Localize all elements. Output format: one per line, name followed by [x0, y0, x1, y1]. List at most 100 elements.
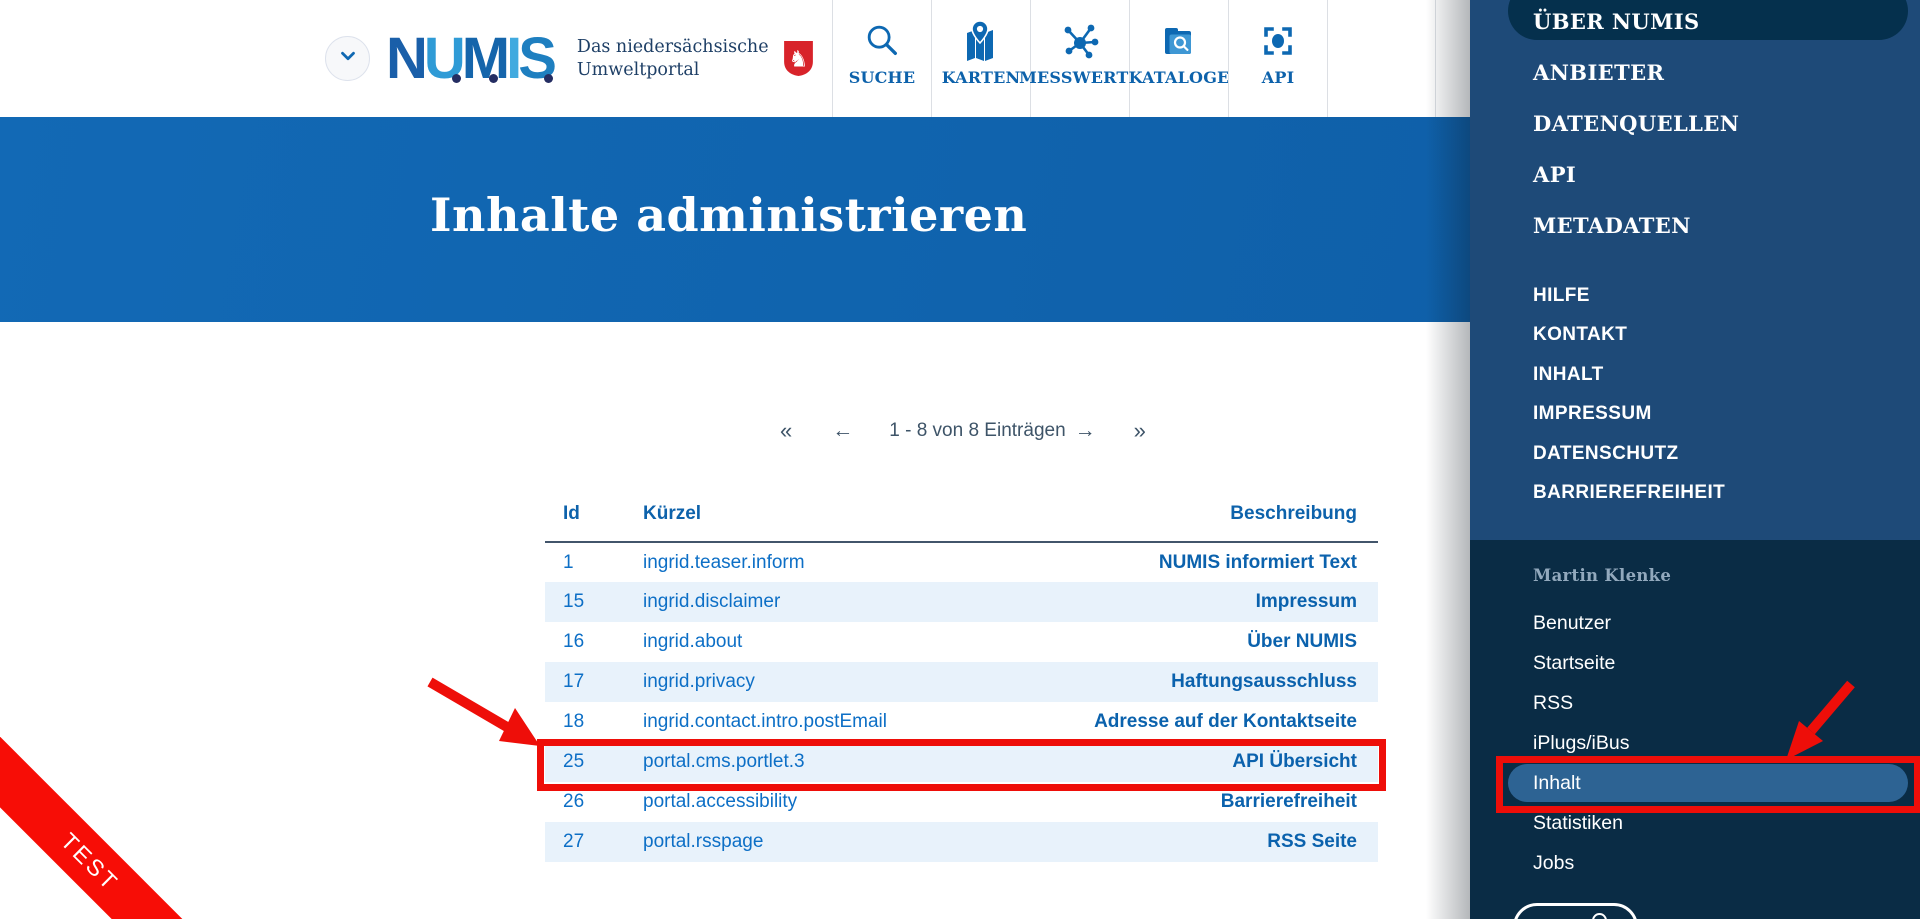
- menu-item-label: iPlugs/iBus: [1533, 731, 1630, 754]
- cell-beschreibung: Über NUMIS: [1247, 631, 1357, 652]
- sidebar-item-hilfe[interactable]: HILFE: [1470, 276, 1920, 316]
- sidebar-item-datenquellen[interactable]: DATENQUELLEN: [1470, 98, 1920, 149]
- user-name: Martin Klenke: [1533, 566, 1672, 585]
- kuerzel-link[interactable]: portal.accessibility: [643, 791, 798, 812]
- cell-id: 27: [563, 831, 585, 852]
- column-header-id: Id: [545, 487, 643, 543]
- cell-kuerzel: ingrid.about: [643, 622, 1083, 662]
- nav-item-kataloge[interactable]: KATALOGE: [1129, 0, 1229, 117]
- cell-kuerzel: ingrid.contact.intro.postEmail: [643, 702, 1083, 742]
- sidebar-item-inhalt[interactable]: INHALT: [1470, 355, 1920, 395]
- sidebar-item-barrierefreiheit[interactable]: BARRIEREFREIHEIT: [1470, 474, 1920, 514]
- page-title: Inhalte administrieren: [430, 187, 1028, 242]
- menu-item-label: Jobs: [1533, 851, 1575, 874]
- pagination-label: 1 - 8 von 8 Einträgen: [889, 420, 1066, 441]
- table-row[interactable]: 17 ingrid.privacy Haftungsausschluss: [545, 662, 1378, 702]
- kuerzel-link[interactable]: ingrid.contact.intro.postEmail: [643, 711, 887, 732]
- cell-id: 18: [563, 711, 585, 732]
- table-row-highlighted[interactable]: 25 portal.cms.portlet.3 API Übersicht: [545, 742, 1378, 782]
- sidebar-item-impressum[interactable]: IMPRESSUM: [1470, 395, 1920, 435]
- sidebar-secondary-menu: HILFE KONTAKT INHALT IMPRESSUM DATENSCHUTZ BA…: [1470, 276, 1920, 513]
- main-nav: SUCHE KARTEN MESSWERTE KATALOGE API: [832, 0, 1436, 117]
- menu-item-label: IMPRESSUM: [1533, 403, 1652, 425]
- sidebar-user-item-statistiken[interactable]: Statistiken: [1470, 803, 1920, 843]
- sidebar: ÜBER NUMIS ANBIETER DATENQUELLEN API METADAT…: [1470, 0, 1920, 919]
- nav-item-messwerte[interactable]: MESSWERTE: [1019, 0, 1141, 117]
- sidebar-user-section: Martin Klenke Benutzer Startseite RSS iPlug…: [1470, 540, 1920, 919]
- column-header-beschreibung: Beschreibung: [1083, 487, 1378, 543]
- pagination-last-button[interactable]: »: [1133, 418, 1146, 443]
- kuerzel-link[interactable]: ingrid.about: [643, 631, 743, 652]
- sidebar-user-item-inhalt[interactable]: Inhalt: [1470, 763, 1920, 803]
- nav-item-karten[interactable]: KARTEN: [931, 0, 1030, 117]
- table-row[interactable]: 26 portal.accessibility Barrierefreiheit: [545, 782, 1378, 822]
- nav-item-api[interactable]: API: [1228, 0, 1327, 117]
- search-icon: [863, 21, 901, 61]
- cell-id: 25: [563, 751, 585, 772]
- kuerzel-link[interactable]: portal.rsspage: [643, 831, 764, 852]
- pagination-prev-button[interactable]: ←: [832, 419, 854, 442]
- nav-spacer: [1327, 0, 1436, 117]
- sidebar-item-metadaten[interactable]: METADATEN: [1470, 200, 1920, 251]
- sidebar-user-item-jobs[interactable]: Jobs: [1470, 843, 1920, 883]
- menu-item-label: Statistiken: [1533, 811, 1623, 834]
- cell-beschreibung: Barrierefreiheit: [1220, 791, 1357, 812]
- sidebar-user-item-benutzer[interactable]: Benutzer: [1470, 603, 1920, 643]
- content-table: Id Kürzel Beschreibung 1 ingrid.teaser.in…: [545, 487, 1378, 862]
- sidebar-item-api[interactable]: API: [1470, 149, 1920, 200]
- cell-kuerzel: ingrid.privacy: [643, 662, 1083, 702]
- table-row[interactable]: 1 ingrid.teaser.inform NUMIS informiert Te…: [545, 542, 1378, 582]
- cell-kuerzel: ingrid.disclaimer: [643, 582, 1083, 622]
- cell-id: 26: [563, 791, 585, 812]
- menu-item-label: BARRIEREFREIHEIT: [1533, 482, 1726, 504]
- menu-item-label: DATENQUELLEN: [1533, 111, 1740, 136]
- kuerzel-link[interactable]: ingrid.privacy: [643, 671, 755, 692]
- sidebar-item-ber-numis[interactable]: ÜBER NUMIS: [1470, 0, 1920, 47]
- pagination: « ← 1 - 8 von 8 Einträgen → »: [780, 418, 1146, 444]
- header-expand-button[interactable]: [325, 36, 370, 81]
- cell-kuerzel: portal.accessibility: [643, 782, 1083, 822]
- menu-item-label: KONTAKT: [1533, 324, 1628, 346]
- table-row[interactable]: 15 ingrid.disclaimer Impressum: [545, 582, 1378, 622]
- sidebar-user-item-startseite[interactable]: Startseite: [1470, 643, 1920, 683]
- logo-letter: I: [506, 25, 522, 91]
- sidebar-user-item-iplugs-ibus[interactable]: iPlugs/iBus: [1470, 723, 1920, 763]
- kuerzel-link[interactable]: ingrid.teaser.inform: [643, 551, 805, 573]
- table-row[interactable]: 18 ingrid.contact.intro.postEmail Adresse …: [545, 702, 1378, 742]
- sidebar-bottom-button[interactable]: [1513, 903, 1638, 919]
- logo-letter: N: [386, 25, 428, 91]
- sidebar-active-pill: [1508, 0, 1908, 40]
- nav-label: API: [1261, 68, 1295, 87]
- nav-label: KARTEN: [941, 68, 1021, 87]
- menu-item-label: HILFE: [1533, 284, 1590, 306]
- sidebar-item-datenschutz[interactable]: DATENSCHUTZ: [1470, 434, 1920, 474]
- kuerzel-link[interactable]: ingrid.disclaimer: [643, 591, 781, 612]
- lower-saxony-crest-icon: ♞: [783, 40, 814, 77]
- sidebar-primary-menu: ÜBER NUMIS ANBIETER DATENQUELLEN API METADAT…: [1470, 0, 1920, 251]
- cell-kuerzel: ingrid.teaser.inform: [643, 542, 1083, 582]
- sidebar-upper: ÜBER NUMIS ANBIETER DATENQUELLEN API METADAT…: [1470, 0, 1920, 536]
- measurement-network-icon: [1060, 21, 1100, 61]
- sidebar-item-anbieter[interactable]: ANBIETER: [1470, 47, 1920, 98]
- chevron-down-icon: [337, 46, 359, 71]
- catalog-folder-icon: [1159, 21, 1199, 61]
- menu-item-label: RSS: [1533, 691, 1574, 714]
- pagination-first-button[interactable]: «: [780, 418, 793, 443]
- table-row[interactable]: 27 portal.rsspage RSS Seite: [545, 822, 1378, 862]
- sidebar-user-item-rss[interactable]: RSS: [1470, 683, 1920, 723]
- cell-id: 17: [563, 671, 585, 692]
- column-header-kuerzel: Kürzel: [643, 487, 1083, 543]
- sidebar-user-menu: Benutzer Startseite RSS iPlugs/iBus Inhalt St…: [1470, 603, 1920, 883]
- menu-item-label: Inhalt: [1533, 771, 1581, 794]
- sidebar-item-kontakt[interactable]: KONTAKT: [1470, 316, 1920, 356]
- table-row[interactable]: 16 ingrid.about Über NUMIS: [545, 622, 1378, 662]
- pagination-next-button[interactable]: →: [1074, 419, 1096, 442]
- menu-item-label: Startseite: [1533, 651, 1616, 674]
- kuerzel-link[interactable]: portal.cms.portlet.3: [643, 751, 805, 772]
- nav-item-suche[interactable]: SUCHE: [832, 0, 931, 117]
- cell-kuerzel: portal.cms.portlet.3: [643, 742, 1083, 782]
